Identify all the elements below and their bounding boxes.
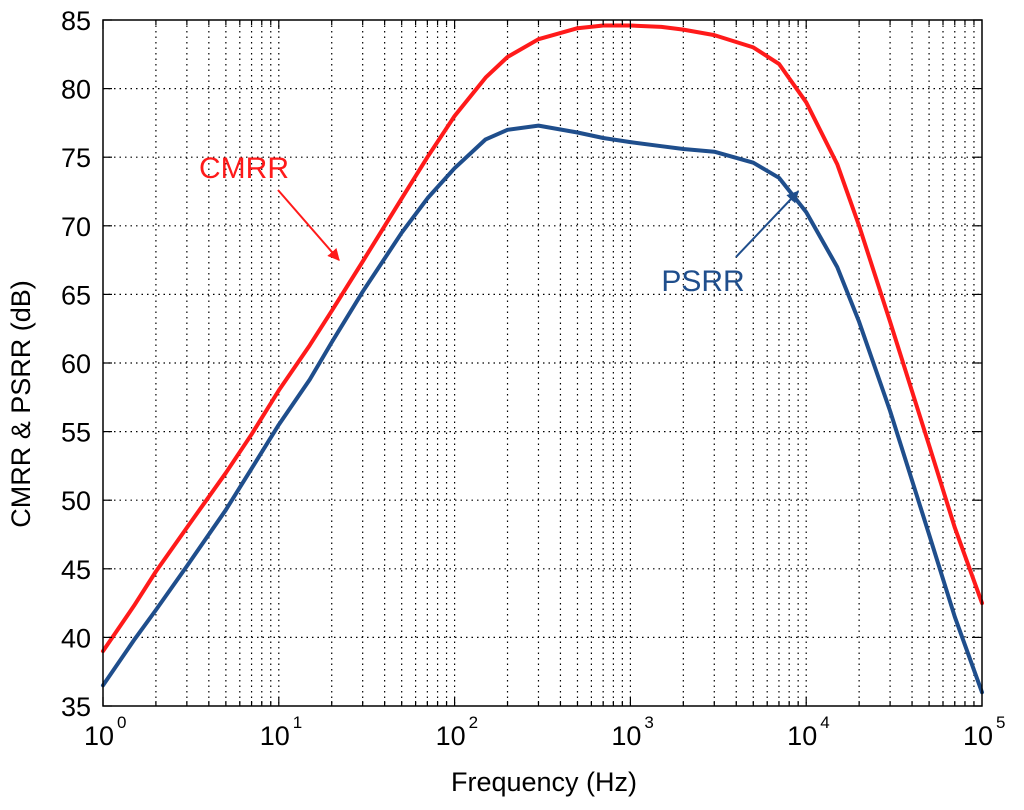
x-tick-label: 10 4 xyxy=(787,713,829,751)
x-tick-exponent: 5 xyxy=(996,713,1005,732)
y-tick-label: 85 xyxy=(61,6,91,36)
x-tick-base: 10 xyxy=(787,721,817,751)
x-tick-base: 10 xyxy=(260,721,290,751)
y-tick-label: 45 xyxy=(61,555,91,585)
x-tick-exponent: 0 xyxy=(117,713,126,732)
x-tick-label: 10 5 xyxy=(963,713,1005,751)
x-tick-exponent: 3 xyxy=(644,713,653,732)
x-axis-title: Frequency (Hz) xyxy=(451,767,637,797)
y-tick-label: 80 xyxy=(61,75,91,105)
x-tick-exponent: 4 xyxy=(820,713,829,732)
axis-ticks xyxy=(102,19,982,707)
x-tick-base: 10 xyxy=(611,721,641,751)
x-tick-label: 10 0 xyxy=(84,713,126,751)
x-tick-label: 10 3 xyxy=(611,713,653,751)
annotation-arrow-cmrr xyxy=(277,189,340,262)
annotations: CMRR PSRR xyxy=(199,152,799,298)
x-tick-base: 10 xyxy=(84,721,114,751)
annotation-arrow-psrr xyxy=(735,190,799,258)
y-tick-label: 35 xyxy=(61,692,91,722)
y-tick-label: 75 xyxy=(61,143,91,173)
y-tick-label: 50 xyxy=(61,486,91,516)
x-tick-label: 10 1 xyxy=(260,713,302,751)
y-tick-label: 60 xyxy=(61,349,91,379)
x-tick-base: 10 xyxy=(963,721,993,751)
series-line-cmrr xyxy=(101,23,984,654)
x-tick-exponent: 1 xyxy=(293,713,302,732)
x-tick-exponent: 2 xyxy=(469,713,478,732)
series-lines xyxy=(101,23,984,695)
y-tick-label: 55 xyxy=(61,418,91,448)
annotation-label-cmrr: CMRR xyxy=(199,152,289,185)
y-axis-title: CMRR & PSRR (dB) xyxy=(6,280,36,528)
y-tick-label: 65 xyxy=(61,280,91,310)
y-tick-label: 70 xyxy=(61,212,91,242)
x-tick-base: 10 xyxy=(436,721,466,751)
series-line-psrr xyxy=(101,123,984,695)
x-tick-label: 10 2 xyxy=(436,713,478,751)
x-tick-labels: 10 0 10 1 10 2 10 3 10 4 10 5 xyxy=(84,713,1005,751)
annotation-label-psrr: PSRR xyxy=(661,265,744,298)
y-tick-labels: 35 40 45 50 55 60 65 70 75 80 85 xyxy=(61,6,91,722)
y-tick-label: 40 xyxy=(61,623,91,653)
